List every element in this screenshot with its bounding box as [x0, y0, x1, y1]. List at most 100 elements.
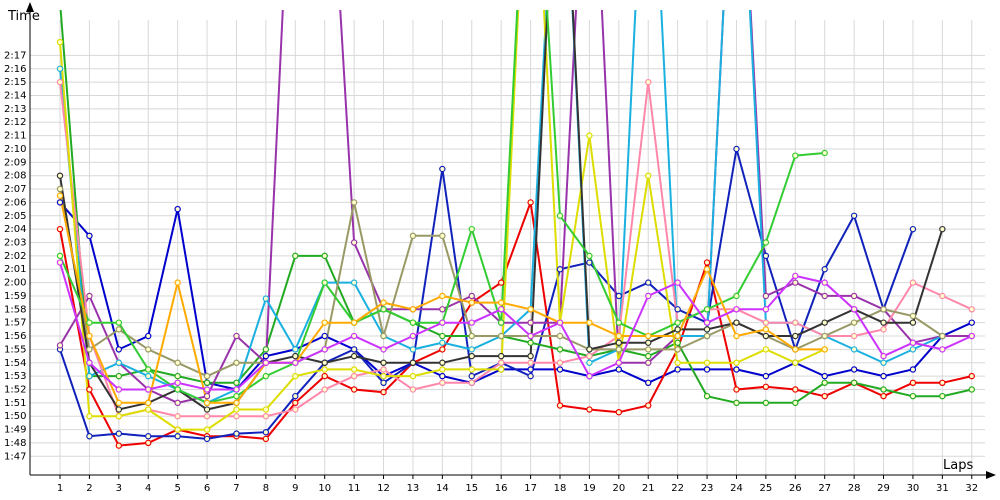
y-tick-label: 2:02 — [4, 251, 26, 262]
data-point — [733, 145, 740, 153]
data-point — [792, 359, 799, 366]
data-point — [586, 352, 593, 360]
data-point — [380, 332, 387, 340]
data-point — [527, 306, 534, 313]
y-tick-label: 2:14 — [4, 91, 26, 102]
x-tick-label: 4 — [145, 483, 151, 494]
data-point — [586, 359, 593, 366]
data-point — [439, 339, 446, 346]
x-tick-label: 32 — [965, 483, 978, 494]
data-point — [821, 319, 828, 326]
data-point — [262, 429, 270, 436]
y-tick-label: 2:01 — [4, 264, 26, 275]
data-point — [703, 306, 711, 313]
data-point — [468, 352, 475, 360]
data-point — [968, 332, 975, 340]
data-point — [321, 252, 328, 260]
data-point — [703, 366, 711, 373]
data-point — [380, 379, 387, 387]
data-point — [762, 326, 770, 333]
data-point — [439, 306, 446, 313]
data-point — [174, 386, 181, 393]
data-point — [968, 386, 975, 393]
data-point — [380, 306, 387, 313]
data-point — [56, 259, 64, 266]
data-point — [527, 359, 534, 366]
data-point — [86, 433, 93, 440]
data-point — [615, 319, 623, 326]
data-point — [350, 239, 358, 246]
data-point — [645, 332, 652, 340]
data-point — [321, 332, 328, 340]
x-tick-label: 10 — [318, 483, 331, 494]
series-line — [59, 262, 973, 391]
data-point — [262, 352, 270, 360]
series-group — [56, 10, 975, 449]
y-tick-label: 1:55 — [4, 344, 26, 355]
data-point — [145, 366, 152, 373]
data-point — [497, 366, 505, 373]
data-point — [115, 359, 123, 366]
data-point — [880, 372, 887, 380]
data-point — [733, 399, 740, 407]
data-point — [821, 392, 828, 400]
data-point — [645, 359, 652, 366]
data-point — [468, 319, 475, 326]
y-tick-label: 2:03 — [4, 238, 26, 249]
data-point — [380, 359, 387, 366]
data-point — [86, 413, 93, 420]
data-point — [468, 225, 475, 233]
data-point — [762, 372, 770, 380]
data-point — [850, 346, 858, 353]
data-point — [909, 319, 917, 326]
data-point — [792, 332, 799, 340]
data-point — [292, 359, 299, 366]
data-point — [939, 346, 946, 353]
data-point — [350, 372, 358, 380]
data-point — [880, 359, 887, 366]
data-point — [762, 346, 770, 353]
x-tick-label: 29 — [877, 483, 890, 494]
data-point — [821, 372, 828, 380]
data-point — [615, 339, 623, 346]
data-point — [733, 292, 740, 300]
data-point — [821, 379, 828, 387]
y-tick-label: 1:56 — [4, 331, 26, 342]
data-point — [409, 306, 417, 313]
data-point — [733, 306, 740, 313]
data-point — [380, 299, 387, 306]
data-point — [615, 346, 623, 353]
x-tick-label: 24 — [730, 483, 743, 494]
data-point — [115, 442, 123, 449]
data-point — [409, 372, 417, 380]
data-point — [909, 225, 917, 233]
data-point — [409, 386, 417, 393]
data-point — [145, 386, 152, 393]
data-point — [939, 225, 946, 233]
y-tick-label: 1:57 — [4, 318, 26, 329]
data-point — [56, 65, 64, 72]
x-tick-label: 28 — [848, 483, 861, 494]
data-point — [497, 279, 505, 286]
data-point — [292, 352, 299, 360]
data-point — [233, 430, 240, 437]
data-point — [115, 399, 123, 407]
data-point — [56, 185, 64, 193]
data-point — [762, 332, 770, 340]
data-point — [321, 359, 328, 366]
data-point — [586, 372, 593, 380]
data-point — [380, 372, 387, 380]
y-tick-label: 1:52 — [4, 384, 26, 395]
data-point — [527, 319, 534, 326]
data-point — [733, 332, 740, 340]
y-tick-label: 2:12 — [4, 117, 26, 128]
data-point — [203, 379, 211, 387]
data-point — [380, 346, 387, 353]
data-point — [880, 319, 887, 326]
y-tick-label: 1:47 — [4, 451, 26, 462]
x-tick-label: 15 — [465, 483, 478, 494]
x-tick-label: 26 — [789, 483, 802, 494]
data-point — [468, 379, 475, 387]
data-point — [233, 406, 240, 413]
